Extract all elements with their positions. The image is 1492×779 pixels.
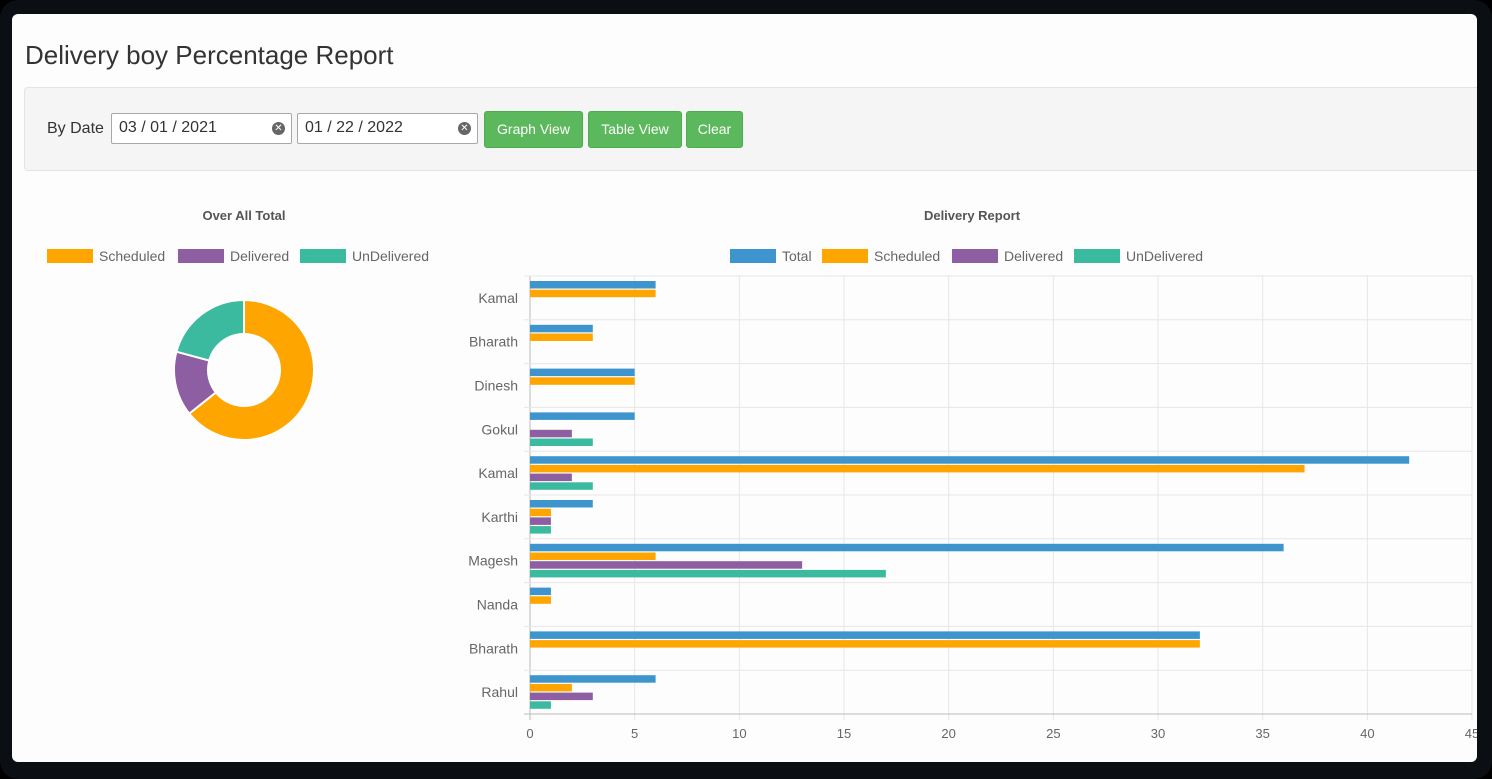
- y-category-label: Karthi: [481, 509, 518, 525]
- bar-scheduled: [530, 333, 593, 341]
- from-date-input[interactable]: 03 / 01 / 2021 ✕: [111, 113, 292, 144]
- bar-scheduled: [530, 640, 1200, 648]
- y-category-label: Rahul: [481, 684, 518, 700]
- y-category-label: Magesh: [468, 553, 518, 569]
- legend-label-total: Total: [782, 248, 812, 264]
- bar-scheduled: [530, 508, 551, 517]
- overall-total-chart: Over All Total Scheduled Delivered UnDelive…: [47, 208, 429, 441]
- legend-label-delivered: Delivered: [230, 248, 289, 264]
- x-tick-label: 10: [732, 726, 746, 741]
- bar-scheduled: [530, 596, 551, 604]
- x-tick-label: 35: [1255, 726, 1269, 741]
- y-category-label: Dinesh: [474, 378, 518, 394]
- y-category-label: Kamal: [478, 465, 518, 481]
- bar-delivered: [530, 692, 593, 701]
- donut-slice-undelivered: [175, 298, 245, 362]
- filter-bar: By Date 03 / 01 / 2021 ✕ 01 / 22 / 2022 …: [24, 87, 1477, 171]
- bar-undelivered: [530, 482, 593, 490]
- legend-swatch-scheduled: [822, 249, 868, 263]
- legend-swatch-delivered: [952, 249, 998, 263]
- legend-label-scheduled: Scheduled: [874, 248, 940, 264]
- bar-delivered: [530, 429, 572, 438]
- page-title: Delivery boy Percentage Report: [25, 40, 394, 70]
- delivery-report-chart: Delivery Report Total Scheduled Delivered Un…: [468, 208, 1477, 741]
- x-tick-label: 30: [1151, 726, 1165, 741]
- legend-label-delivered: Delivered: [1004, 248, 1063, 264]
- bar-total: [530, 587, 551, 596]
- x-tick-label: 25: [1046, 726, 1060, 741]
- clear-button[interactable]: Clear: [686, 111, 743, 148]
- x-tick-label: 40: [1360, 726, 1374, 741]
- clear-from-date-icon[interactable]: ✕: [272, 122, 285, 135]
- bar-total: [530, 500, 593, 508]
- overall-total-title: Over All Total: [202, 208, 285, 223]
- bar-scheduled: [530, 377, 635, 385]
- y-category-label: Bharath: [469, 640, 518, 656]
- x-tick-label: 15: [837, 726, 851, 741]
- bar-total: [530, 675, 656, 683]
- bar-total: [530, 543, 1284, 552]
- report-page: Delivery boy Percentage Report By Date 0…: [12, 14, 1477, 762]
- y-category-label: Nanda: [477, 597, 518, 613]
- bar-total: [530, 631, 1200, 639]
- clear-to-date-icon[interactable]: ✕: [458, 122, 471, 135]
- bar-scheduled: [530, 552, 656, 560]
- legend-swatch-delivered: [178, 249, 224, 263]
- legend-swatch-undelivered: [300, 249, 346, 263]
- bar-total: [530, 368, 635, 377]
- y-category-label: Bharath: [469, 334, 518, 350]
- bar-delivered: [530, 561, 803, 569]
- legend-swatch-undelivered: [1074, 249, 1120, 263]
- to-date-input[interactable]: 01 / 22 / 2022 ✕: [297, 113, 478, 144]
- by-date-label: By Date: [47, 120, 104, 137]
- y-category-label: Kamal: [478, 290, 518, 306]
- legend-label-undelivered: UnDelivered: [1126, 248, 1203, 264]
- x-tick-label: 20: [941, 726, 955, 741]
- bar-scheduled: [530, 464, 1305, 473]
- legend-label-undelivered: UnDelivered: [352, 248, 429, 264]
- x-tick-label: 45: [1465, 726, 1477, 741]
- bar-undelivered: [530, 526, 551, 534]
- bar-total: [530, 412, 635, 420]
- bar-undelivered: [530, 569, 886, 578]
- bar-undelivered: [530, 438, 593, 446]
- donut-slice-scheduled: [187, 298, 315, 441]
- x-tick-label: 0: [526, 726, 533, 741]
- from-date-value: 03 / 01 / 2021: [119, 119, 217, 136]
- bar-total: [530, 456, 1410, 464]
- table-view-button[interactable]: Table View: [588, 111, 682, 148]
- bar-scheduled: [530, 289, 656, 298]
- bar-total: [530, 281, 656, 289]
- charts-area: Over All Total Scheduled Delivered UnDelive…: [47, 208, 1477, 741]
- delivery-report-title: Delivery Report: [924, 208, 1021, 223]
- x-tick-label: 5: [631, 726, 638, 741]
- legend-label-scheduled: Scheduled: [99, 248, 165, 264]
- to-date-value: 01 / 22 / 2022: [305, 119, 403, 136]
- bar-undelivered: [530, 701, 551, 709]
- bar-delivered: [530, 473, 572, 482]
- legend-swatch-total: [730, 249, 776, 263]
- bar-scheduled: [530, 683, 572, 692]
- graph-view-button[interactable]: Graph View: [484, 111, 583, 148]
- bar-delivered: [530, 517, 551, 525]
- y-category-label: Gokul: [481, 421, 518, 437]
- bar-total: [530, 324, 593, 333]
- legend-swatch-scheduled: [47, 249, 93, 263]
